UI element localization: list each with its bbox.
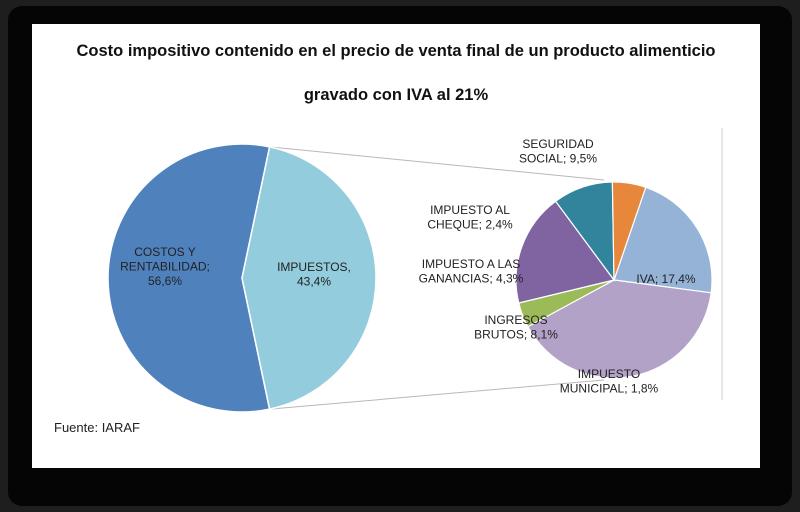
secondary-slice-ingresos-brutos (515, 200, 616, 304)
secondary-label-impuesto-a-las-ganancias: IMPUESTO A LAS GANANCIAS; 4,3% (419, 257, 524, 286)
main-label-costos-y-rentabilidad: COSTOS Y RENTABILIDAD; 56,6% (120, 245, 210, 288)
secondary-label-seguridad-social: SEGURIDAD SOCIAL; 9,5% (519, 137, 597, 166)
pie-of-pie-chart: COSTOS Y RENTABILIDAD; 56,6% IMPUESTOS, 43,4… (107, 128, 723, 413)
chart-card: Costo impositivo contenido en el precio … (32, 24, 760, 468)
secondary-slice-seguridad-social (613, 186, 713, 294)
chart-title-line-2: gravado con IVA al 21% (303, 86, 489, 104)
connector-line-top (269, 146, 605, 181)
secondary-label-iva: IVA; 17,4% (636, 272, 695, 286)
secondary-slice-impuesto-al-cheque (611, 181, 647, 281)
secondary-slice-iva (527, 279, 712, 379)
main-slice-costos-y-rentabilidad (107, 143, 271, 413)
connector-line-bottom (269, 379, 605, 410)
chart-source: Fuente: IARAF (54, 420, 140, 435)
main-slice-impuestos (241, 145, 377, 411)
main-label-impuestos: IMPUESTOS, 43,4% (277, 260, 351, 289)
secondary-label-ingresos-brutos: INGRESOS BRUTOS; 8,1% (474, 313, 558, 342)
chart-title-line-1: Costo impositivo contenido en el precio … (76, 42, 716, 60)
secondary-label-impuesto-al-cheque: IMPUESTO AL CHEQUE; 2,4% (427, 203, 513, 232)
window-frame: Costo impositivo contenido en el precio … (8, 6, 792, 506)
secondary-label-impuesto-municipal: IMPUESTO MUNICIPAL; 1,8% (560, 367, 659, 396)
